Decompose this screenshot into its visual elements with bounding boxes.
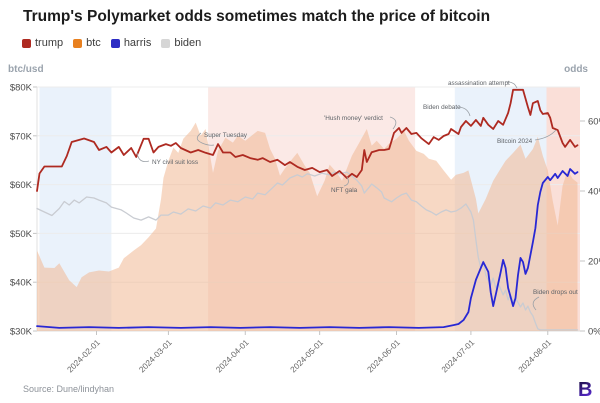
brand-logo-icon: B: [578, 379, 592, 399]
annotation-arrow: [534, 129, 557, 141]
annotation-arrow: [136, 152, 150, 163]
annotation-label: Bitcoin 2024: [497, 138, 533, 145]
annotation-arrow: [196, 132, 215, 146]
x-axis-tick: 2024-04-01: [214, 337, 251, 374]
legend-label-biden: biden: [174, 37, 202, 49]
page-title: Trump's Polymarket odds sometimes match …: [23, 8, 491, 25]
left-axis-tick: $40K: [10, 278, 33, 289]
legend-item-harris: harris: [110, 37, 152, 49]
left-axis-title: btc/usd: [8, 64, 44, 75]
right-axis-tick: 40%: [588, 187, 600, 198]
series-harris-line: [36, 168, 579, 329]
btc-swatch-icon: [73, 38, 83, 48]
trump-swatch-icon: [22, 38, 31, 48]
annotation-arrow: [389, 116, 397, 130]
biden-swatch-icon: [161, 38, 171, 48]
left-axis-tick: $60K: [10, 180, 33, 191]
right-axis-tick: 20%: [588, 257, 600, 268]
x-axis-tick: 2024-06-01: [365, 337, 402, 374]
left-axis-tick: $50K: [10, 229, 33, 240]
annotation-label: assassination attempt: [448, 80, 510, 87]
annotation-label: NFT gala: [331, 187, 358, 194]
legend-item-btc: btc: [73, 37, 101, 49]
x-axis-tick: 2024-02-01: [65, 337, 102, 374]
legend-label-btc: btc: [86, 37, 101, 49]
annotation-arrow: [458, 106, 471, 117]
right-axis-tick: 0%: [588, 327, 600, 338]
x-axis-tick: 2024-08-01: [516, 337, 553, 374]
left-axis-tick: $70K: [10, 131, 33, 142]
x-axis-tick: 2024-05-01: [288, 337, 325, 374]
harris-swatch-icon: [110, 38, 120, 48]
annotation-arrow: [532, 296, 540, 311]
legend-item-trump: trump: [22, 37, 63, 49]
annotation-label: Biden drops out: [533, 289, 578, 296]
series-btc-area: [37, 122, 578, 331]
annotation-label: NY civil suit loss: [152, 159, 198, 166]
series-trump-line: [36, 88, 579, 192]
annotation-label: 'Hush money' verdict: [324, 115, 383, 122]
source-credit: Source: Dune/lindyhan: [23, 384, 115, 394]
annotation-arrow: [343, 176, 349, 187]
chart-legend: trump btc harris biden: [22, 37, 201, 49]
legend-label-harris: harris: [123, 37, 152, 49]
annotation-label: Biden debate: [423, 104, 461, 111]
left-axis-tick: $80K: [10, 83, 33, 94]
legend-label-trump: trump: [35, 37, 64, 49]
right-axis-title: odds: [564, 64, 588, 75]
annotation-arrow: [504, 81, 518, 89]
right-axis-tick: 60%: [588, 117, 600, 128]
legend-item-biden: biden: [161, 37, 201, 49]
annotation-label: Super Tuesday: [204, 132, 248, 139]
x-axis-tick: 2024-03-01: [137, 337, 174, 374]
svg-text:B: B: [578, 379, 592, 399]
x-axis-tick: 2024-07-01: [439, 337, 476, 374]
left-axis-tick: $30K: [10, 327, 33, 338]
